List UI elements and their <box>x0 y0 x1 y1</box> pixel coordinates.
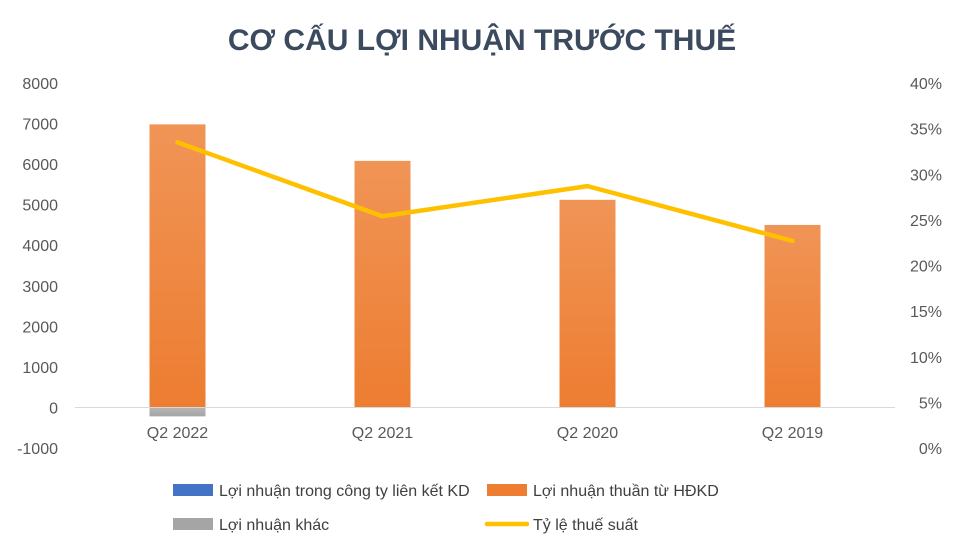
left-tick-label: 4000 <box>22 238 58 255</box>
left-tick-label: 2000 <box>22 319 58 336</box>
left-tick-label: 8000 <box>22 76 58 93</box>
x-tick-label: Q2 2021 <box>352 425 413 442</box>
left-tick-label: 1000 <box>22 360 58 377</box>
left-tick-label: 6000 <box>22 157 58 174</box>
bar <box>764 224 821 408</box>
left-tick-label: 3000 <box>22 279 58 296</box>
legend-label: Lợi nhuận khác <box>219 517 329 534</box>
x-tick-label: Q2 2022 <box>147 425 208 442</box>
right-tick-label: 15% <box>910 304 942 321</box>
bar <box>149 407 206 417</box>
line-series-path <box>175 140 795 244</box>
left-tick-label: -1000 <box>17 441 58 458</box>
bar <box>559 199 616 408</box>
x-tick-label: Q2 2020 <box>557 425 618 442</box>
right-tick-label: 35% <box>910 122 942 139</box>
legend-label: Tỷ lệ thuế suất <box>533 517 639 534</box>
legend-swatch <box>487 484 527 496</box>
chart-title: CƠ CẤU LỢI NHUẬN TRƯỚC THUẾ <box>228 23 736 57</box>
x-axis: Q2 2022 Q2 2021 Q2 2020 Q2 2019 <box>147 425 823 442</box>
left-tick-label: 5000 <box>22 198 58 215</box>
right-tick-label: 5% <box>919 395 942 412</box>
legend-label: Lợi nhuận thuần từ HĐKD <box>533 483 719 500</box>
right-tick-label: 30% <box>910 167 942 184</box>
bar <box>354 160 411 408</box>
left-tick-label: 7000 <box>22 117 58 134</box>
legend-swatch <box>173 518 213 530</box>
legend-swatch <box>173 484 213 496</box>
right-tick-label: 20% <box>910 259 942 276</box>
tax-rate-line <box>175 140 795 244</box>
right-tick-label: 10% <box>910 350 942 367</box>
right-tick-label: 25% <box>910 213 942 230</box>
left-tick-label: 0 <box>49 400 58 417</box>
legend-label: Lợi nhuận trong công ty liên kết KD <box>219 483 470 500</box>
bars <box>149 124 821 417</box>
left-axis: 8000 7000 6000 5000 4000 3000 2000 1000 0 -1000 <box>17 76 58 458</box>
right-tick-label: 0% <box>919 441 942 458</box>
x-tick-label: Q2 2019 <box>762 425 823 442</box>
right-axis: 40% 35% 30% 25% 20% 15% 10% 5% 0% <box>910 76 942 458</box>
right-tick-label: 40% <box>910 76 942 93</box>
bar <box>149 124 206 408</box>
legend: Lợi nhuận trong công ty liên kết KD Lợi n… <box>173 483 719 534</box>
